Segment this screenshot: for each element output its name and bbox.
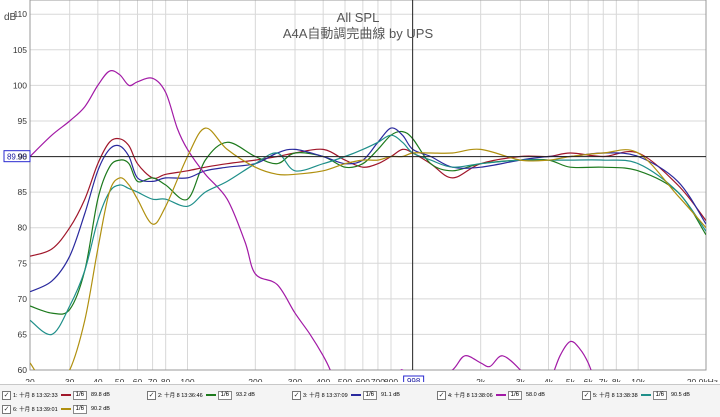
y-tick-label: 95 <box>18 116 28 126</box>
x-tick-label: 600 <box>356 377 370 382</box>
x-tick-label: 700 <box>371 377 385 382</box>
legend-swatch <box>495 394 506 396</box>
legend-swatch <box>205 394 216 396</box>
y-tick-label: 110 <box>13 9 27 19</box>
legend-item-6[interactable]: ✓ 6: 十月 8 13:39:01 1/6 90.2 dB <box>2 402 147 416</box>
series-line-5 <box>30 134 706 336</box>
x-tick-label: 800 <box>384 377 398 382</box>
x-tick-label: 60 <box>133 377 143 382</box>
x-tick-label: 20.0kHz <box>687 377 718 382</box>
legend-level: 90.2 dB <box>90 406 110 412</box>
x-tick-label: 3k <box>516 377 526 382</box>
series-line-6 <box>30 127 706 370</box>
smoothing-tag[interactable]: 1/6 <box>72 390 87 400</box>
legend-item-5[interactable]: ✓ 5: 十月 8 13:38:38 1/6 90.5 dB <box>582 388 720 402</box>
legend-row-2: ✓ 6: 十月 8 13:39:01 1/6 90.2 dB <box>2 402 147 416</box>
legend-swatch <box>640 394 651 396</box>
chart-title: All SPL <box>337 10 380 25</box>
series-line-4 <box>30 70 592 370</box>
legend-checkbox[interactable]: ✓ <box>2 404 11 414</box>
legend-label: 3: 十月 8 13:37:09 <box>303 393 348 399</box>
legend-label: 4: 十月 8 13:38:06 <box>448 393 493 399</box>
cursor-x-box <box>403 375 425 382</box>
x-tick-label: 50 <box>115 377 125 382</box>
x-tick-label: 6k <box>584 377 594 382</box>
legend-item-1[interactable]: ✓ 1: 十月 8 13:32:33 1/6 89.8 dB <box>2 388 147 402</box>
legend-level: 93.2 dB <box>235 392 255 398</box>
legend-level: 91.1 dB <box>380 392 400 398</box>
x-tick-label: 20 <box>25 377 35 382</box>
legend-checkbox[interactable]: ✓ <box>2 390 11 400</box>
legend-item-2[interactable]: ✓ 2: 十月 8 13:36:46 1/6 93.2 dB <box>147 388 292 402</box>
smoothing-tag[interactable]: 1/6 <box>217 390 232 400</box>
y-tick-label: 105 <box>13 45 27 55</box>
y-tick-label: 90 <box>18 152 28 162</box>
x-tick-label: 400 <box>316 377 330 382</box>
y-tick-label: 80 <box>18 223 28 233</box>
cursor-y-label: 89.98 <box>7 153 28 162</box>
legend-label: 6: 十月 8 13:39:01 <box>13 407 58 413</box>
x-tick-label: 2k <box>476 377 486 382</box>
legend-checkbox[interactable]: ✓ <box>582 390 591 400</box>
smoothing-tag[interactable]: 1/6 <box>72 404 87 414</box>
legend-label: 2: 十月 8 13:36:46 <box>158 393 203 399</box>
x-tick-label: 70 <box>148 377 158 382</box>
spl-chart: 89.98 998 60 65 70 75 80 85 90 95 100 105 110 20 30 40… <box>3 0 718 382</box>
legend-checkbox[interactable]: ✓ <box>147 390 156 400</box>
x-tick-label: 300 <box>288 377 302 382</box>
x-tick-label: 500 <box>338 377 352 382</box>
legend-item-3[interactable]: ✓ 3: 十月 8 13:37:09 1/6 91.1 dB <box>292 388 437 402</box>
smoothing-tag[interactable]: 1/6 <box>362 390 377 400</box>
x-tick-label: 8k <box>612 377 622 382</box>
y-tick-label: 60 <box>18 365 28 375</box>
legend-label: 1: 十月 8 13:32:33 <box>13 393 58 399</box>
plot-frame <box>29 0 707 371</box>
x-tick-label: 5k <box>566 377 576 382</box>
x-tick-label: 10k <box>631 377 645 382</box>
smoothing-tag[interactable]: 1/6 <box>507 390 522 400</box>
legend-swatch <box>60 394 71 396</box>
x-tick-label: 40 <box>93 377 103 382</box>
legend-level: 89.8 dB <box>90 392 110 398</box>
legend-swatch <box>60 408 71 410</box>
legend-item-4[interactable]: ✓ 4: 十月 8 13:38:06 1/6 58.0 dB <box>437 388 582 402</box>
y-axis-label: dB <box>4 12 17 23</box>
legend-label: 5: 十月 8 13:38:38 <box>593 393 638 399</box>
y-tick-label: 85 <box>18 187 28 197</box>
series-line-3 <box>30 127 706 293</box>
x-tick-label: 200 <box>248 377 262 382</box>
y-tick-label: 100 <box>13 80 27 90</box>
y-tick-label: 75 <box>18 258 28 268</box>
chart-subtitle: A4A自動調完曲線 by UPS <box>283 26 434 41</box>
legend-checkbox[interactable]: ✓ <box>292 390 301 400</box>
x-tick-label: 7k <box>599 377 609 382</box>
x-tick-label: 4k <box>544 377 554 382</box>
series-lines <box>30 70 706 370</box>
legend: ✓ 1: 十月 8 13:32:33 1/6 89.8 dB ✓ 2: 十月 8… <box>0 384 720 417</box>
y-tick-label: 70 <box>18 294 28 304</box>
legend-level: 90.5 dB <box>670 392 690 398</box>
smoothing-tag[interactable]: 1/6 <box>652 390 667 400</box>
y-tick-label: 65 <box>18 329 28 339</box>
legend-checkbox[interactable]: ✓ <box>437 390 446 400</box>
x-tick-label: 30 <box>65 377 75 382</box>
cursor-x-label: 998 <box>407 377 421 382</box>
legend-row-1: ✓ 1: 十月 8 13:32:33 1/6 89.8 dB ✓ 2: 十月 8… <box>2 388 720 402</box>
legend-level: 58.0 dB <box>525 392 545 398</box>
cursor: 89.98 998 <box>3 0 706 382</box>
plot-background <box>30 0 706 382</box>
cursor-y-box <box>3 150 31 163</box>
x-tick-label: 80 <box>161 377 171 382</box>
x-tick-label: 100 <box>180 377 194 382</box>
legend-swatch <box>350 394 361 396</box>
